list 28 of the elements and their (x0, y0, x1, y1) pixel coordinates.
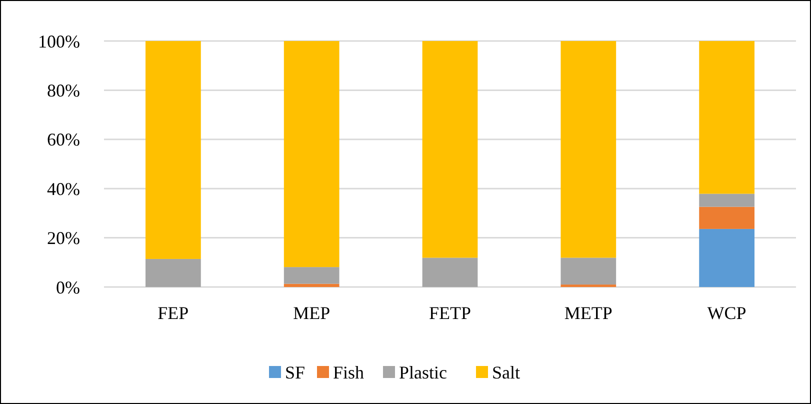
bar (560, 41, 616, 258)
bar (284, 284, 340, 287)
bar (422, 41, 478, 258)
x-tick-label: FEP (158, 303, 189, 323)
bar (284, 267, 340, 284)
y-tick-label: 0% (56, 277, 80, 298)
x-tick-label: FETP (428, 303, 472, 323)
bar (146, 258, 201, 287)
y-tick-label: 100% (38, 31, 80, 52)
bar (699, 206, 754, 229)
bar (146, 41, 201, 259)
x-tick-label: WCP (707, 303, 746, 323)
y-tick-label: 80% (47, 80, 80, 100)
bar (699, 228, 754, 287)
legend-label: Plastic (399, 362, 448, 382)
bar (699, 194, 754, 207)
bar (422, 258, 478, 287)
bar (560, 258, 616, 285)
x-tick-label: METP (564, 303, 612, 323)
bar (284, 41, 340, 268)
y-tick-label: 60% (47, 130, 80, 150)
legend-label: Fish (333, 362, 364, 382)
legend-label: SF (285, 362, 306, 382)
bar (699, 41, 754, 194)
legend-label: Salt (492, 362, 520, 382)
y-tick-label: 40% (47, 178, 80, 199)
x-tick-label: MEP (293, 303, 330, 323)
y-tick-label: 20% (47, 228, 80, 248)
